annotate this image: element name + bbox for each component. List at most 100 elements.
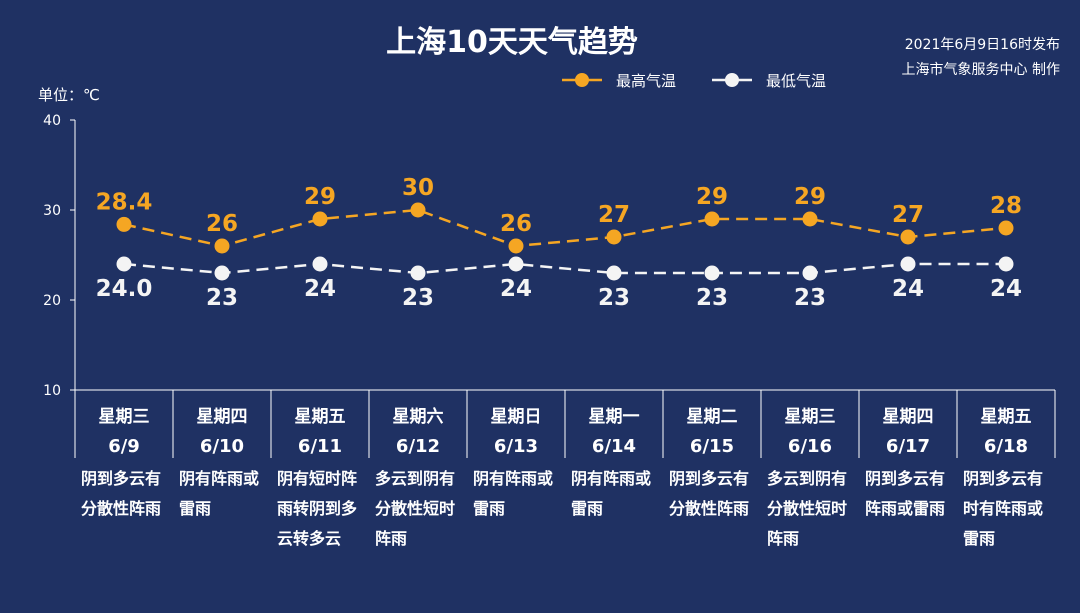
data-label: 29	[794, 184, 826, 210]
data-label: 29	[696, 184, 728, 210]
weather-description-line: 分散性短时	[767, 499, 847, 518]
data-point	[802, 211, 818, 227]
legend-label-low: 最低气温	[766, 72, 826, 90]
data-label: 28.4	[96, 189, 153, 215]
data-point	[214, 265, 230, 281]
data-point	[606, 229, 622, 245]
weekday-label: 星期二	[687, 407, 738, 427]
data-label: 30	[402, 175, 434, 201]
publish-time: 2021年6月9日16时发布	[905, 37, 1060, 53]
date-label: 6/14	[592, 436, 636, 457]
data-point	[802, 265, 818, 281]
y-tick-label: 40	[43, 113, 61, 129]
publisher: 上海市气象服务中心 制作	[902, 61, 1060, 78]
weekday-label: 星期三	[99, 407, 150, 427]
date-label: 6/12	[396, 436, 440, 457]
data-label: 26	[500, 211, 532, 237]
data-point	[116, 216, 132, 232]
legend-marker-high	[575, 73, 589, 87]
data-label: 24.0	[96, 276, 153, 302]
weather-description-line: 雨转阴到多	[277, 499, 357, 518]
weather-description-line: 分散性阵雨	[669, 499, 749, 518]
data-label: 23	[794, 285, 826, 311]
weekday-label: 星期六	[393, 406, 444, 427]
y-tick-label: 20	[43, 293, 61, 309]
weather-description-line: 阵雨	[767, 529, 799, 548]
date-label: 6/10	[200, 436, 244, 457]
data-label: 28	[990, 193, 1022, 219]
weather-description-line: 阴到多云有	[865, 469, 945, 488]
data-point	[116, 256, 132, 272]
weather-description-line: 云转多云	[277, 529, 341, 548]
weather-description-line: 雷雨	[963, 529, 995, 548]
data-point	[508, 238, 524, 254]
data-label: 23	[696, 285, 728, 311]
data-label: 27	[598, 202, 630, 228]
date-label: 6/15	[690, 436, 734, 457]
weather-description-line: 阴到多云有	[81, 469, 161, 488]
data-point	[998, 256, 1014, 272]
data-point	[704, 265, 720, 281]
date-label: 6/9	[108, 436, 140, 457]
data-point	[704, 211, 720, 227]
legend-item-high: 最高气温	[562, 72, 676, 90]
data-label: 24	[304, 276, 336, 302]
series-line	[123, 262, 1006, 275]
data-label: 23	[402, 285, 434, 311]
weather-description-line: 阴有短时阵	[277, 469, 357, 488]
weekday-label: 星期五	[981, 407, 1032, 427]
data-label: 24	[500, 276, 532, 302]
weather-description-line: 多云到阴有	[375, 469, 455, 488]
date-label: 6/11	[298, 436, 342, 457]
data-point	[410, 265, 426, 281]
weekday-label: 星期四	[197, 407, 248, 427]
y-axis-unit: 单位：℃	[38, 86, 100, 104]
weather-description-line: 分散性阵雨	[81, 499, 161, 518]
date-label: 6/13	[494, 436, 538, 457]
data-label: 27	[892, 202, 924, 228]
series-line	[123, 208, 1007, 248]
data-point	[312, 256, 328, 272]
data-point	[900, 256, 916, 272]
series-high: 28.4 26 29 30 26 27 29 29 27 28	[96, 175, 1022, 254]
weather-description-line: 时有阵雨或	[963, 499, 1043, 518]
legend-item-low: 最低气温	[712, 72, 826, 90]
legend: 最高气温 最低气温	[562, 72, 826, 90]
data-label: 29	[304, 184, 336, 210]
date-label: 6/18	[984, 436, 1028, 457]
date-label: 6/16	[788, 436, 832, 457]
data-label: 24	[892, 276, 924, 302]
weather-description-line: 阴到多云有	[963, 469, 1043, 488]
weekday-label: 星期五	[295, 407, 346, 427]
data-point	[410, 202, 426, 218]
data-label: 24	[990, 276, 1022, 302]
weather-description-line: 雷雨	[473, 499, 505, 518]
weather-description-line: 阵雨	[375, 529, 407, 548]
chart-title: 上海10天天气趋势	[386, 25, 638, 60]
data-point	[508, 256, 524, 272]
y-axis-ticks: 10 20 30 40	[43, 113, 75, 399]
weekday-label: 星期日	[491, 407, 542, 427]
legend-label-high: 最高气温	[616, 72, 676, 90]
data-point	[606, 265, 622, 281]
weather-description-line: 阵雨或雷雨	[865, 499, 945, 518]
weather-description-line: 雷雨	[571, 499, 603, 518]
data-point	[214, 238, 230, 254]
date-label: 6/17	[886, 436, 930, 457]
data-label: 23	[206, 285, 238, 311]
weather-description-line: 分散性短时	[375, 499, 455, 518]
weather-description-line: 阴有阵雨或	[179, 469, 259, 488]
weekday-label: 星期四	[883, 407, 934, 427]
weekday-label: 星期一	[589, 407, 640, 427]
weather-description-line: 阴有阵雨或	[571, 469, 651, 488]
data-point	[312, 211, 328, 227]
data-label: 23	[598, 285, 630, 311]
weekday-label: 星期三	[785, 407, 836, 427]
